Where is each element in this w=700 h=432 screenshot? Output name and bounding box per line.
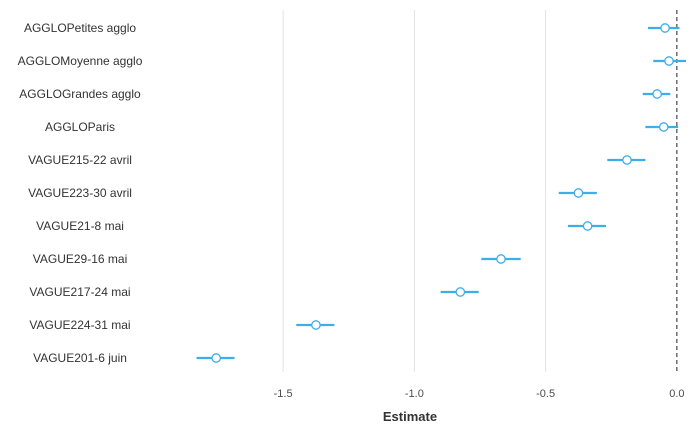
category-label: AGGLOParis — [45, 120, 115, 134]
grid-lines — [282, 10, 547, 372]
estimate-point — [455, 287, 466, 297]
category-label: VAGUE217-24 mai — [29, 285, 130, 299]
category-label: AGGLOGrandes agglo — [19, 87, 141, 101]
estimate-points — [211, 23, 674, 363]
error-bars — [196, 26, 687, 360]
x-tick-labels: -1.5 -1.0 -0.5 0.0 — [274, 388, 685, 400]
x-tick-label: -1.0 — [405, 388, 424, 400]
category-label: VAGUE224-31 mai — [29, 318, 130, 332]
category-label: AGGLOMoyenne agglo — [18, 54, 143, 68]
category-label: VAGUE21-8 mai — [36, 219, 124, 233]
estimate-point — [658, 122, 669, 132]
estimate-point — [582, 221, 593, 231]
estimate-point — [660, 23, 670, 33]
x-tick-label: -0.5 — [536, 388, 555, 400]
estimate-point — [311, 320, 321, 330]
estimate-point — [622, 155, 632, 165]
x-tick-label: -1.5 — [274, 388, 293, 400]
estimate-point — [573, 188, 584, 198]
estimate-point — [211, 353, 222, 363]
category-label: VAGUE215-22 avril — [28, 153, 132, 167]
estimate-point — [664, 56, 674, 66]
estimate-point — [652, 89, 663, 99]
category-label: AGGLOPetites agglo — [24, 21, 136, 35]
estimate-point — [496, 254, 506, 264]
category-label: VAGUE201-6 juin — [33, 351, 127, 365]
category-label: VAGUE223-30 avril — [28, 186, 132, 200]
category-label: VAGUE29-16 mai — [33, 252, 127, 266]
category-labels: AGGLOPetites agglo AGGLOMoyenne agglo AGGL… — [18, 21, 143, 365]
x-axis-title: Estimate — [383, 409, 437, 424]
x-tick-label: 0.0 — [669, 388, 684, 400]
